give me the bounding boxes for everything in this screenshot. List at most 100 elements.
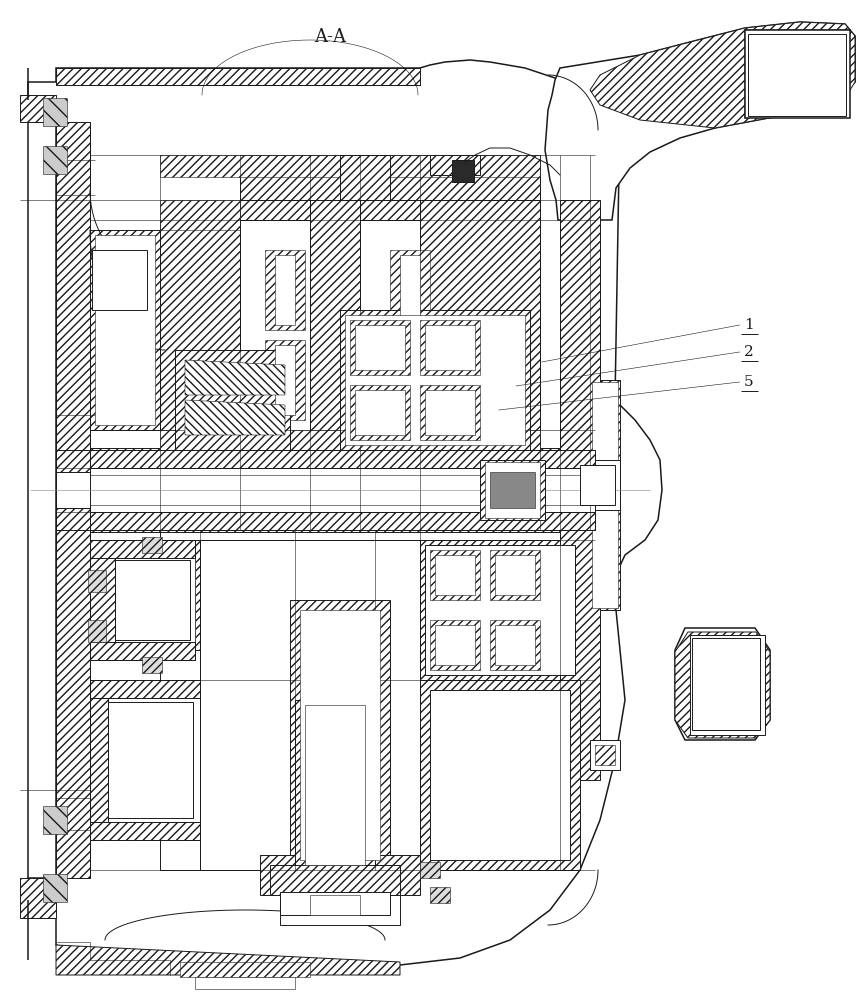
Bar (595, 745, 615, 765)
Bar (425, 390, 475, 435)
Polygon shape (430, 550, 480, 600)
Polygon shape (265, 340, 305, 420)
Polygon shape (56, 508, 615, 530)
Bar (345, 315, 525, 445)
Polygon shape (350, 385, 410, 440)
Text: 1: 1 (744, 318, 753, 332)
Polygon shape (675, 632, 770, 738)
Bar (495, 555, 535, 595)
Polygon shape (90, 540, 195, 558)
Polygon shape (490, 620, 540, 670)
Polygon shape (480, 460, 545, 520)
Bar (590, 740, 620, 770)
Bar (748, 34, 846, 116)
Polygon shape (240, 155, 540, 200)
Polygon shape (185, 400, 285, 435)
Bar (400, 345, 420, 415)
Polygon shape (590, 22, 855, 128)
Bar (355, 390, 405, 435)
Bar (400, 255, 420, 325)
Polygon shape (420, 385, 480, 440)
Bar (275, 255, 295, 325)
Polygon shape (560, 530, 600, 780)
Polygon shape (160, 200, 240, 230)
Polygon shape (350, 320, 410, 375)
Polygon shape (160, 530, 560, 870)
Polygon shape (575, 460, 620, 510)
Bar (43, 98, 67, 126)
Text: 2: 2 (744, 345, 753, 359)
Bar (580, 465, 615, 505)
Polygon shape (56, 122, 90, 878)
Bar (305, 705, 365, 865)
Bar (92, 250, 147, 310)
Polygon shape (420, 200, 540, 460)
Bar (485, 462, 540, 518)
Polygon shape (185, 360, 285, 395)
Bar (435, 625, 475, 665)
Bar (88, 620, 106, 642)
Polygon shape (340, 155, 390, 200)
Polygon shape (90, 230, 160, 430)
Polygon shape (90, 680, 200, 698)
Polygon shape (20, 95, 56, 122)
Polygon shape (260, 855, 420, 895)
Bar (425, 325, 475, 370)
Bar (142, 537, 162, 553)
Polygon shape (90, 512, 595, 530)
Polygon shape (675, 628, 770, 740)
Bar (88, 570, 106, 592)
Bar (115, 560, 190, 640)
Bar (56, 472, 616, 508)
Polygon shape (56, 945, 400, 975)
Bar (95, 235, 155, 425)
Polygon shape (90, 512, 600, 532)
Polygon shape (90, 450, 595, 468)
Bar (43, 806, 67, 834)
Polygon shape (90, 698, 108, 822)
Polygon shape (430, 620, 480, 670)
Bar (592, 382, 618, 608)
Polygon shape (160, 430, 540, 450)
Polygon shape (90, 642, 195, 660)
Bar (490, 472, 535, 508)
Bar (692, 638, 760, 730)
Text: 5: 5 (744, 375, 753, 389)
Polygon shape (200, 540, 420, 870)
Polygon shape (160, 220, 240, 430)
Bar (452, 160, 474, 182)
Bar (745, 30, 850, 118)
Polygon shape (90, 680, 200, 840)
Bar (90, 468, 595, 512)
Polygon shape (56, 68, 420, 85)
Polygon shape (420, 680, 580, 870)
Bar (275, 345, 295, 415)
Bar (43, 874, 67, 902)
Polygon shape (430, 155, 480, 175)
Polygon shape (28, 60, 662, 965)
Bar (142, 657, 162, 673)
Polygon shape (560, 200, 600, 450)
Polygon shape (90, 822, 200, 840)
Polygon shape (745, 30, 855, 118)
Polygon shape (490, 550, 540, 600)
Bar (430, 887, 450, 903)
Polygon shape (280, 892, 390, 915)
Polygon shape (545, 22, 855, 220)
Polygon shape (290, 600, 390, 870)
Bar (300, 610, 380, 860)
Polygon shape (590, 380, 620, 610)
Polygon shape (390, 340, 430, 420)
Bar (430, 690, 570, 860)
Bar (420, 862, 440, 878)
Bar (95, 545, 195, 645)
Polygon shape (295, 700, 375, 870)
Text: A-A: A-A (314, 28, 346, 46)
Polygon shape (240, 200, 420, 220)
Bar (425, 545, 575, 675)
Bar (495, 625, 535, 665)
Bar (435, 555, 475, 595)
Polygon shape (270, 865, 400, 895)
Bar (43, 146, 67, 174)
Polygon shape (340, 310, 530, 450)
